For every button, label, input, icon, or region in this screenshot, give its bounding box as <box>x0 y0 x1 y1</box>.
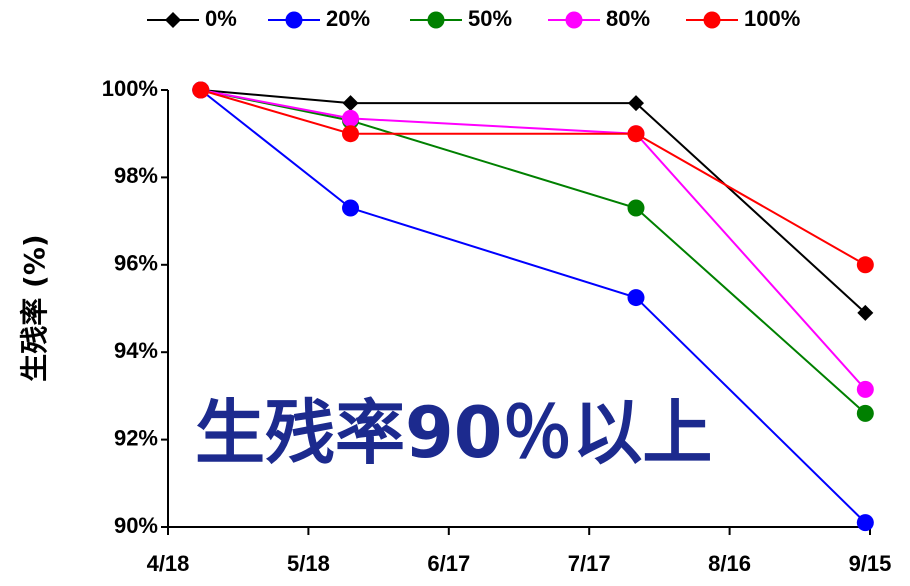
data-point <box>627 199 645 217</box>
legend-label: 100% <box>744 6 800 31</box>
x-tick-label: 6/17 <box>427 551 470 576</box>
legend-marker <box>565 11 583 29</box>
data-point <box>628 95 644 112</box>
series-line <box>200 89 866 415</box>
data-point <box>342 109 360 127</box>
data-point <box>856 514 874 532</box>
y-tick-label: 100% <box>102 76 158 101</box>
data-point <box>192 81 210 99</box>
data-point <box>342 199 360 217</box>
legend-label: 50% <box>468 6 512 31</box>
y-tick-label: 96% <box>114 251 158 276</box>
annotation: 生残率90％以上 <box>195 392 712 474</box>
y-tick-label: 90% <box>114 513 158 538</box>
x-tick-label: 5/18 <box>287 551 330 576</box>
data-point <box>857 304 874 321</box>
series-line <box>200 89 866 314</box>
legend-marker <box>703 11 721 29</box>
data-point <box>627 289 645 307</box>
legend-marker <box>165 12 181 28</box>
y-tick-label: 94% <box>114 338 158 363</box>
y-axis-label: 生残率 (%) <box>18 234 51 381</box>
x-tick-label: 4/18 <box>147 551 190 576</box>
legend-label: 20% <box>326 6 370 31</box>
legend-label: 0% <box>205 6 237 31</box>
legend-marker <box>427 11 445 29</box>
legend-marker <box>285 11 303 29</box>
data-point <box>856 380 874 398</box>
data-point <box>342 95 359 112</box>
series-line <box>200 89 867 391</box>
legend-label: 80% <box>606 6 650 31</box>
data-point <box>856 404 874 422</box>
data-point <box>627 125 645 143</box>
series-line <box>200 89 866 266</box>
data-point <box>342 125 360 143</box>
x-tick-label: 7/17 <box>568 551 611 576</box>
y-tick-label: 98% <box>114 163 158 188</box>
y-tick-label: 92% <box>114 425 158 450</box>
x-tick-label: 9/15 <box>849 551 892 576</box>
x-tick-label: 8/16 <box>708 551 751 576</box>
series-line <box>200 89 867 524</box>
data-point <box>856 256 874 274</box>
